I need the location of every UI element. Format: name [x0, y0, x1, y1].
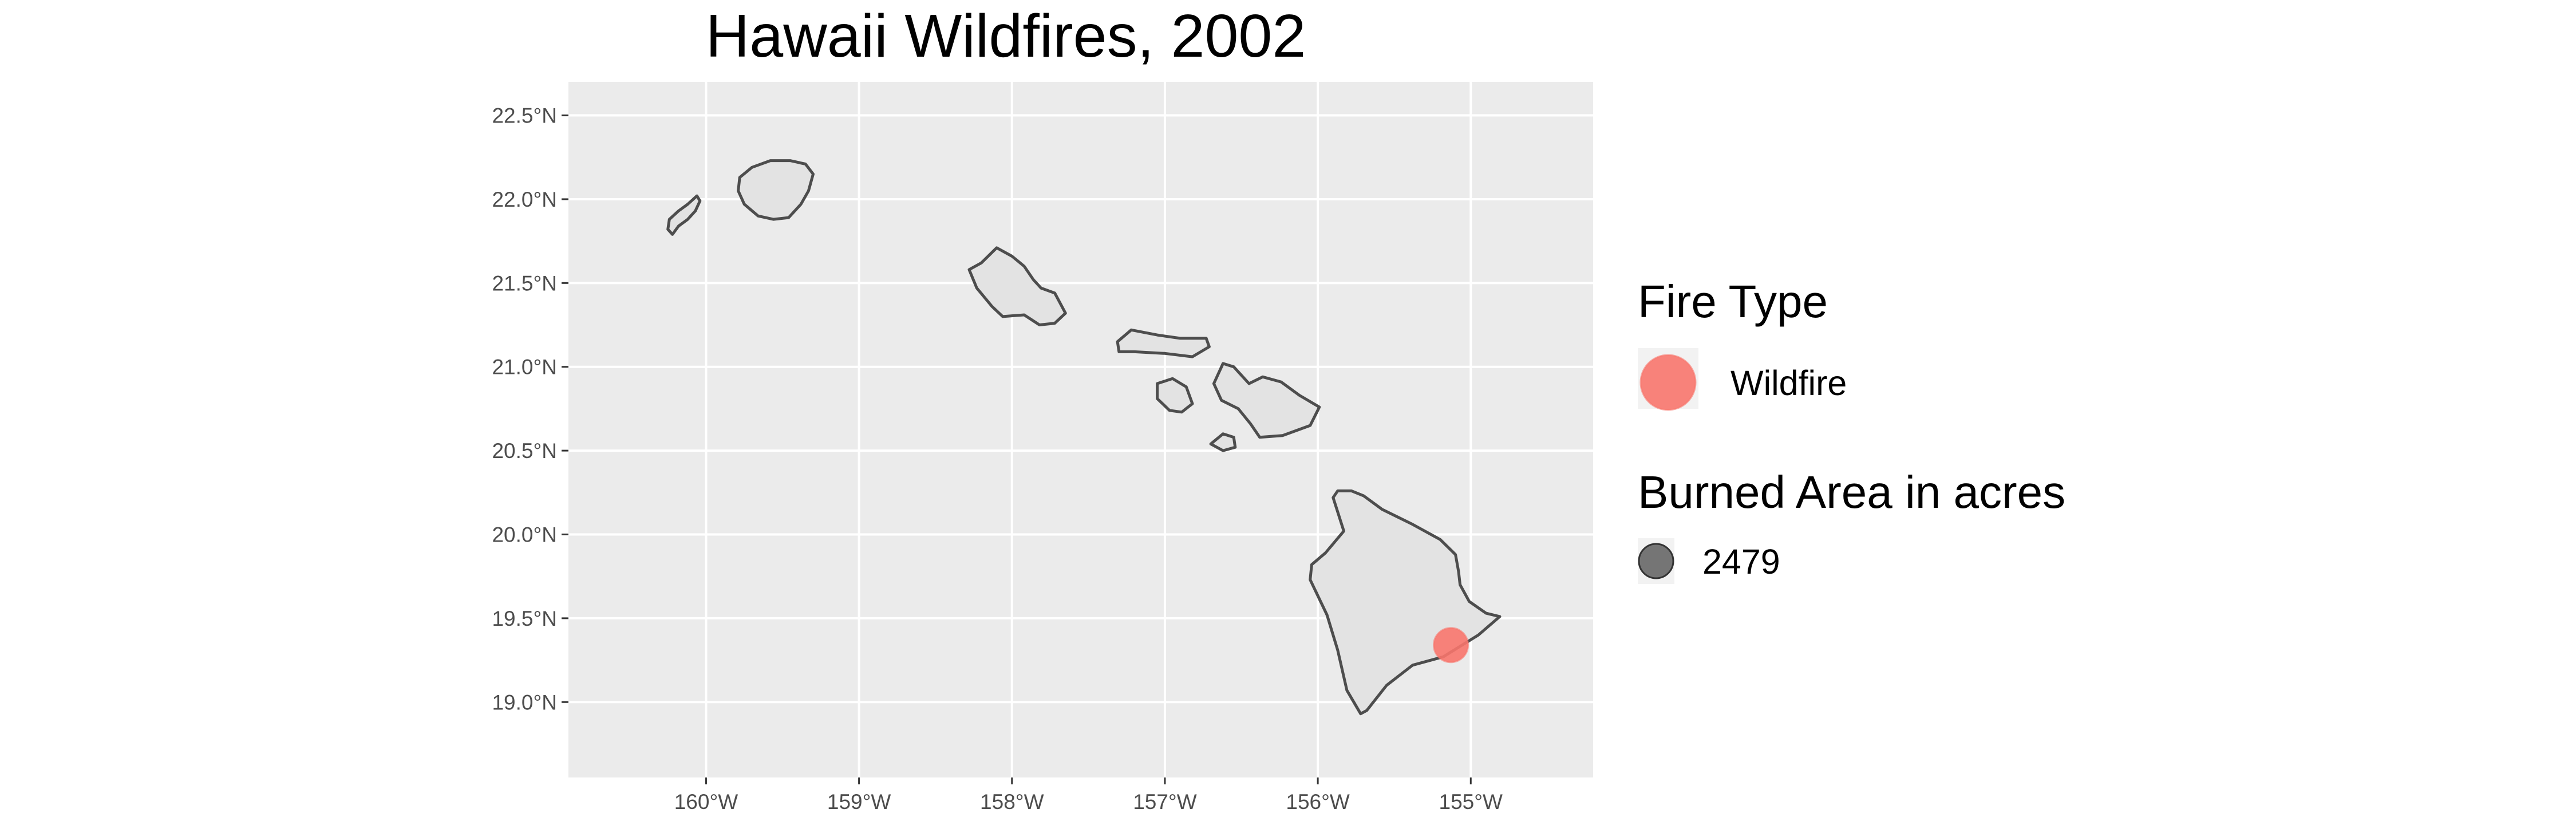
legend-key-wildfire [1639, 354, 1697, 411]
x-tick-label: 159°W [827, 790, 891, 814]
island-molokai [1116, 328, 1211, 358]
fire-point [1433, 627, 1469, 664]
y-tick-label: 22.5°N [492, 104, 557, 128]
island-oahu [967, 246, 1067, 326]
x-tick-label: 158°W [980, 790, 1044, 814]
y-tick-label: 20.0°N [492, 523, 557, 546]
x-tick-label: 155°W [1439, 790, 1503, 814]
gridlines [568, 82, 1593, 777]
legend: Fire Type Wildfire Burned Area in acres … [1638, 276, 2065, 584]
y-tick-label: 21.5°N [492, 271, 557, 295]
y-tick-label: 22.0°N [492, 188, 557, 211]
island-layer [666, 159, 1502, 716]
island-kauai [737, 159, 815, 221]
y-tick-label: 21.0°N [492, 356, 557, 379]
island-lanai [1156, 377, 1194, 414]
legend-label-wildfire: Wildfire [1730, 364, 1847, 402]
y-tick-label: 19.0°N [492, 690, 557, 714]
legend-title-fire-type: Fire Type [1638, 276, 1828, 327]
chart-title: Hawaii Wildfires, 2002 [706, 2, 1306, 70]
legend-key-size [1638, 543, 1674, 579]
fire-points [1433, 627, 1469, 664]
island-niihau [666, 194, 702, 236]
island-maui [1212, 362, 1321, 439]
x-tick-label: 156°W [1286, 790, 1350, 814]
y-tick-label: 19.5°N [492, 607, 557, 630]
axes: 160°W 159°W 158°W 157°W 156°W 155°W 19.0°N 19.5… [492, 104, 1503, 814]
panel-background [568, 82, 1593, 777]
island-kahoolawe [1209, 432, 1237, 452]
x-tick-label: 157°W [1133, 790, 1197, 814]
y-tick-label: 20.5°N [492, 439, 557, 463]
x-tick-label: 160°W [674, 790, 738, 814]
legend-title-burned-area: Burned Area in acres [1638, 467, 2065, 518]
legend-label-size: 2479 [1702, 542, 1780, 581]
map-panel [568, 82, 1593, 777]
